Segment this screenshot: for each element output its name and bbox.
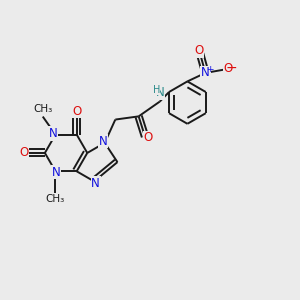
Text: N: N bbox=[155, 86, 164, 99]
Text: N: N bbox=[52, 166, 60, 179]
Text: N: N bbox=[91, 177, 100, 190]
Text: N: N bbox=[201, 66, 210, 80]
Text: N: N bbox=[49, 127, 58, 140]
Text: CH₃: CH₃ bbox=[33, 104, 52, 114]
Text: O: O bbox=[72, 104, 81, 118]
Text: O: O bbox=[223, 62, 232, 75]
Text: CH₃: CH₃ bbox=[46, 194, 65, 204]
Text: O: O bbox=[19, 146, 28, 159]
Text: H: H bbox=[153, 85, 160, 95]
Text: O: O bbox=[194, 44, 203, 57]
Text: O: O bbox=[143, 131, 153, 145]
Text: −: − bbox=[226, 61, 238, 75]
Text: N: N bbox=[99, 135, 108, 148]
Text: +: + bbox=[206, 65, 214, 74]
